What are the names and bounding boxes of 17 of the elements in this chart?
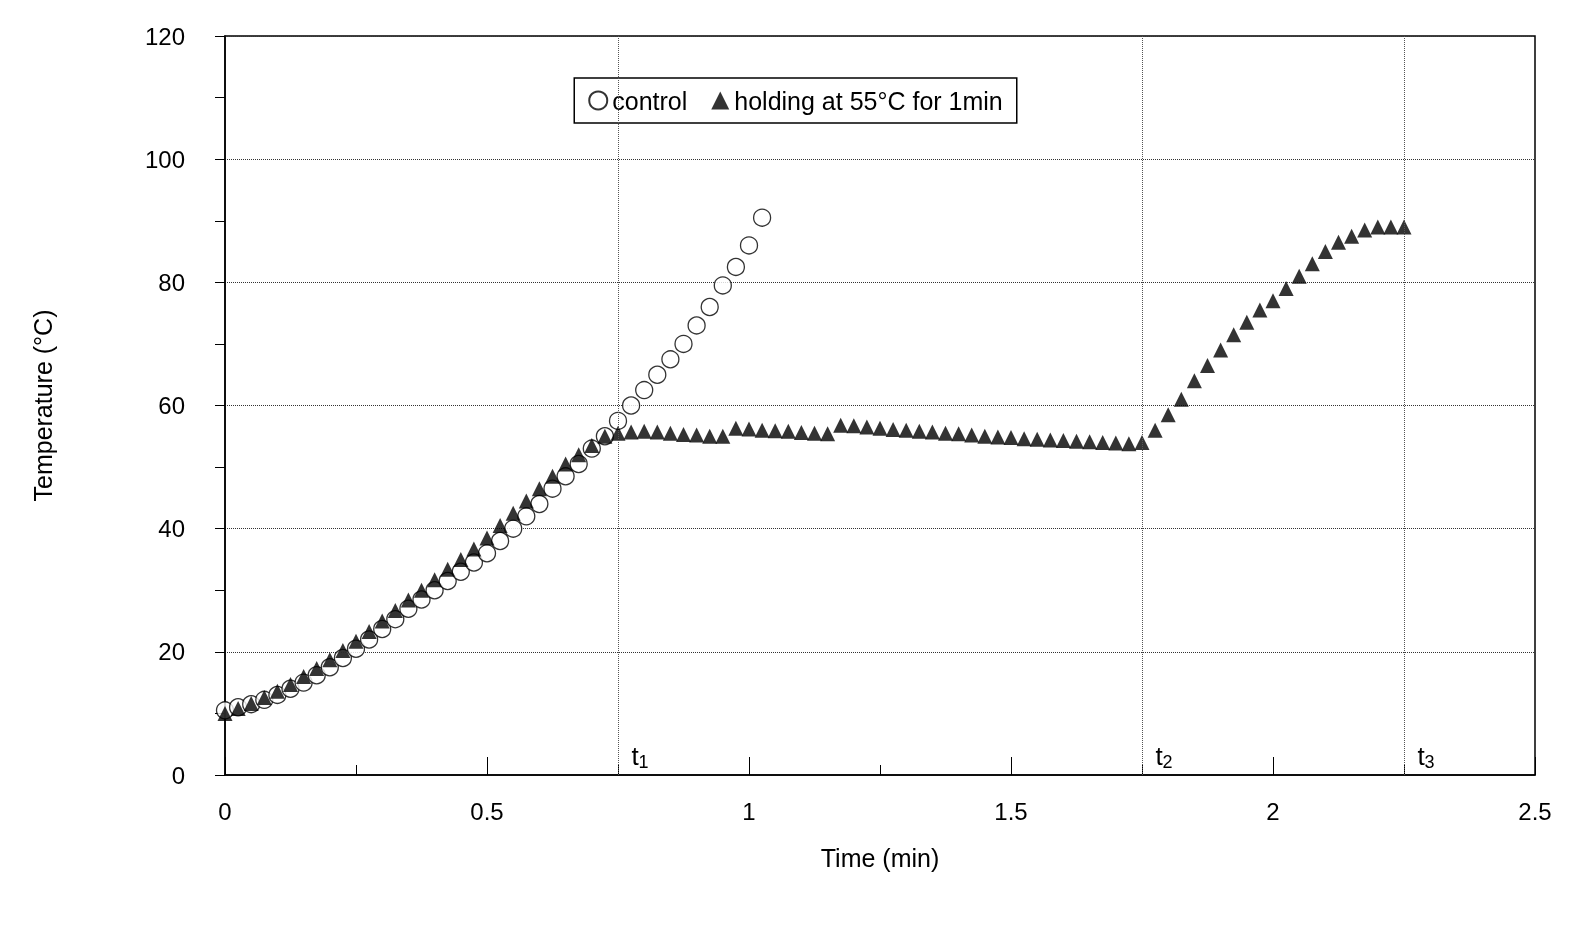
legend-label: control	[612, 86, 688, 115]
y-tick-label: 20	[158, 638, 185, 666]
x-tick-label: 0	[218, 797, 232, 825]
x-axis-title: Time (min)	[820, 843, 940, 872]
x-tick-label: 1	[742, 797, 756, 825]
x-tick-label: 1.5	[994, 797, 1028, 825]
y-tick-label: 80	[158, 268, 185, 296]
x-tick-label: 0.5	[470, 797, 504, 825]
legend-label: holding at 55°C for 1min	[734, 86, 1003, 115]
x-tick-label: 2	[1266, 797, 1280, 825]
y-tick-label: 100	[144, 145, 185, 173]
y-tick-label: 40	[158, 515, 185, 543]
y-axis-title: Temperature (°C)	[28, 309, 57, 502]
y-tick-label: 0	[171, 761, 185, 789]
y-tick-label: 60	[158, 392, 185, 419]
y-tick-label: 120	[144, 22, 185, 50]
x-tick-label: 2.5	[1518, 797, 1552, 825]
